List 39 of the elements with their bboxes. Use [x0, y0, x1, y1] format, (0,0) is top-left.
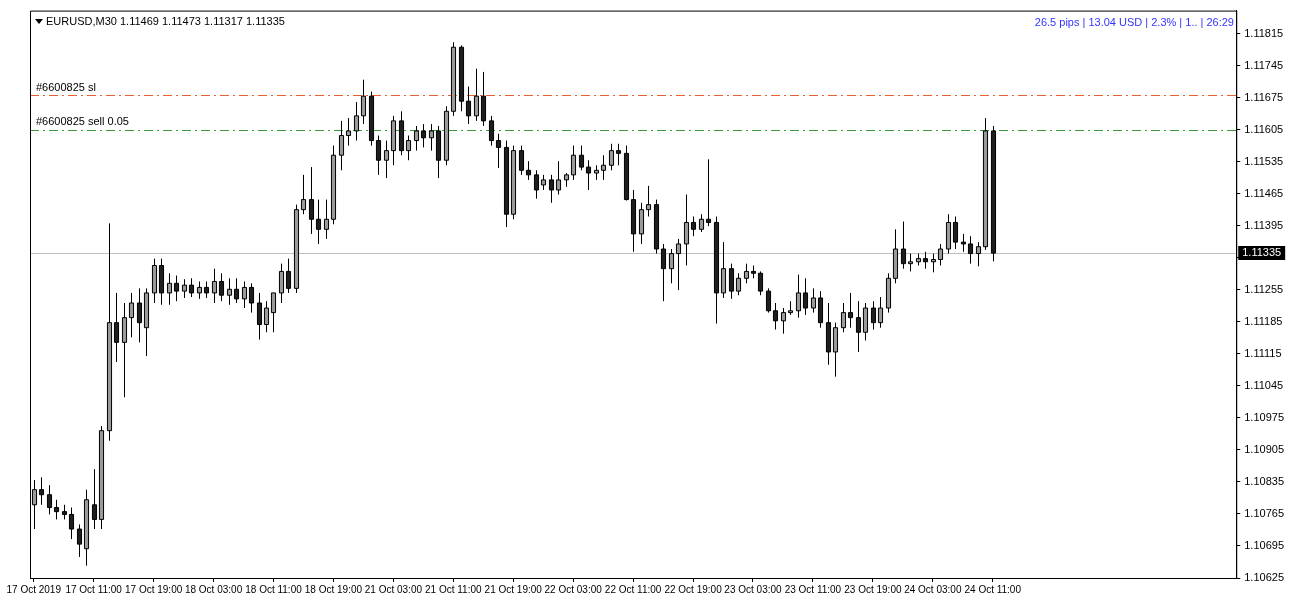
y-tick-label: 1.11115: [1244, 346, 1282, 359]
x-tick-label: 18 Oct 19:00: [304, 583, 363, 595]
x-tick-label: 24 Oct 11:00: [964, 583, 1022, 595]
x-tick-label: 22 Oct 19:00: [664, 583, 723, 595]
x-tick-label: 22 Oct 03:00: [544, 583, 603, 595]
x-tick-label: 22 Oct 11:00: [604, 583, 662, 595]
x-tick-label: 18 Oct 03:00: [184, 583, 243, 595]
y-tick-label: 1.11815: [1244, 26, 1284, 39]
y-tick-label: 1.11465: [1244, 186, 1284, 199]
y-tick-label: 1.11535: [1244, 154, 1284, 167]
y-tick-label: 1.10695: [1244, 539, 1284, 551]
y-tick-label: 1.11255: [1244, 282, 1284, 295]
x-tick-label: 17 Oct 11:00: [65, 583, 123, 595]
x-tick-label: 17 Oct 19:00: [124, 583, 183, 595]
chart-title: EURUSD,M30 1.11469 1.11473 1.11317 1.11335: [46, 15, 285, 27]
ref-line-label: 1.11335: [1242, 246, 1282, 259]
y-tick-label: 1.10625: [1244, 571, 1284, 584]
x-tick-label: 21 Oct 19:00: [484, 583, 543, 595]
x-tick-label: 23 Oct 11:00: [784, 583, 842, 595]
ref-line-label: #6600825 sl: [36, 80, 96, 93]
y-tick-label: 1.11745: [1244, 58, 1284, 71]
x-tick-label: 24 Oct 03:00: [904, 583, 962, 595]
y-tick-label: 1.10765: [1244, 506, 1284, 519]
x-tick-label: 23 Oct 03:00: [724, 583, 783, 595]
y-tick-label: 1.10975: [1244, 410, 1284, 423]
annotation: 26.5 pips | 13.04 USD | 2.3% | 1.. | 26:29: [1034, 16, 1234, 28]
y-tick-label: 1.11185: [1244, 314, 1283, 327]
y-tick-label: 1.11395: [1244, 218, 1284, 231]
y-tick-label: 1.10905: [1244, 442, 1284, 455]
x-tick-label: 21 Oct 11:00: [425, 583, 482, 595]
y-tick-label: 1.10835: [1244, 474, 1284, 487]
y-tick-label: 1.11675: [1244, 90, 1284, 103]
x-tick-label: 23 Oct 19:00: [844, 583, 902, 595]
y-tick-label: 1.11605: [1244, 122, 1284, 135]
x-tick-label: 17 Oct 2019: [6, 583, 62, 595]
ref-line-label: #6600825 sell 0.05: [36, 115, 129, 128]
x-tick-label: 18 Oct 11:00: [245, 583, 303, 595]
y-tick-label: 1.11045: [1244, 378, 1284, 391]
x-tick-label: 21 Oct 03:00: [364, 583, 423, 595]
